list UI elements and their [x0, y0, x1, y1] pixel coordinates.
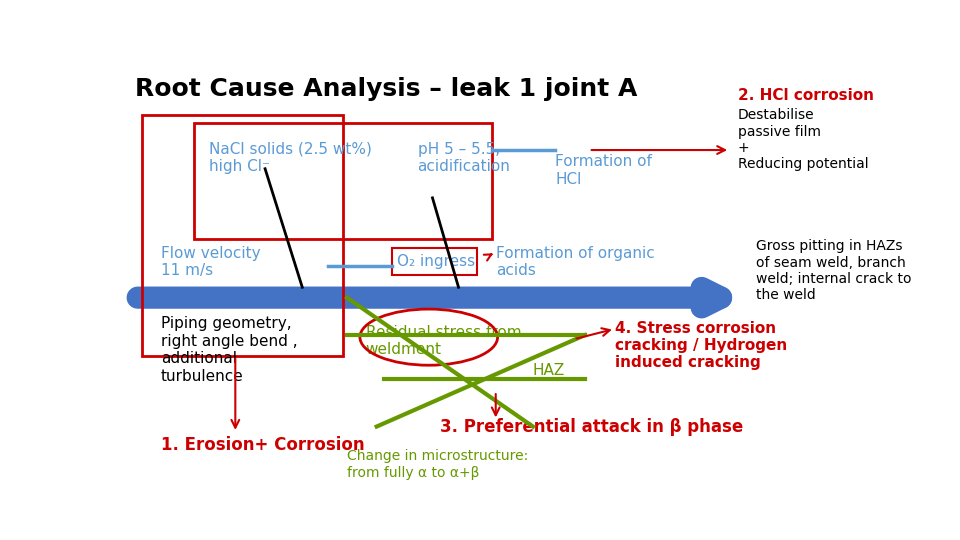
- Text: 2. HCl corrosion: 2. HCl corrosion: [737, 87, 874, 103]
- Text: O₂ ingress: O₂ ingress: [396, 254, 475, 268]
- Text: 4. Stress corrosion
cracking / Hydrogen
induced cracking: 4. Stress corrosion cracking / Hydrogen …: [614, 321, 787, 370]
- Text: HAZ: HAZ: [533, 363, 565, 378]
- Text: NaCl solids (2.5 wt%)
high Cl⁻: NaCl solids (2.5 wt%) high Cl⁻: [209, 141, 372, 174]
- Text: Change in microstructure:
from fully α to α+β: Change in microstructure: from fully α t…: [347, 449, 528, 480]
- Text: Formation of organic
acids: Formation of organic acids: [495, 246, 655, 278]
- Text: Destabilise
passive film
+
Reducing potential: Destabilise passive film + Reducing pote…: [737, 109, 868, 171]
- Text: Formation of
HCl: Formation of HCl: [555, 154, 652, 187]
- Text: 3. Preferential attack in β phase: 3. Preferential attack in β phase: [440, 417, 743, 436]
- Text: Flow velocity
11 m/s: Flow velocity 11 m/s: [161, 246, 260, 278]
- Text: 1. Erosion+ Corrosion: 1. Erosion+ Corrosion: [161, 436, 365, 454]
- Text: Gross pitting in HAZs
of seam weld, branch
weld; internal crack to
the weld: Gross pitting in HAZs of seam weld, bran…: [756, 239, 912, 302]
- Text: Piping geometry,
right angle bend ,
additional
turbulence: Piping geometry, right angle bend , addi…: [161, 316, 298, 383]
- Text: Root Cause Analysis – leak 1 joint A: Root Cause Analysis – leak 1 joint A: [134, 77, 637, 102]
- Text: Residual stress from
weldment: Residual stress from weldment: [366, 325, 521, 357]
- Text: pH 5 – 5.5,
acidification: pH 5 – 5.5, acidification: [418, 141, 511, 174]
